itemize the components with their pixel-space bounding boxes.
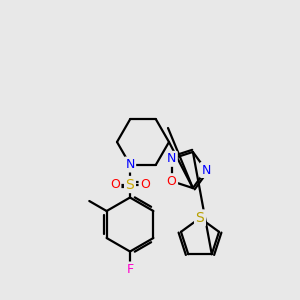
Text: S: S xyxy=(126,178,134,191)
Text: O: O xyxy=(110,178,120,191)
Text: N: N xyxy=(125,158,135,171)
Text: S: S xyxy=(196,211,204,225)
Text: N: N xyxy=(167,152,176,165)
Text: O: O xyxy=(167,175,177,188)
Text: N: N xyxy=(201,164,211,176)
Text: F: F xyxy=(126,263,134,276)
Text: O: O xyxy=(140,178,150,191)
